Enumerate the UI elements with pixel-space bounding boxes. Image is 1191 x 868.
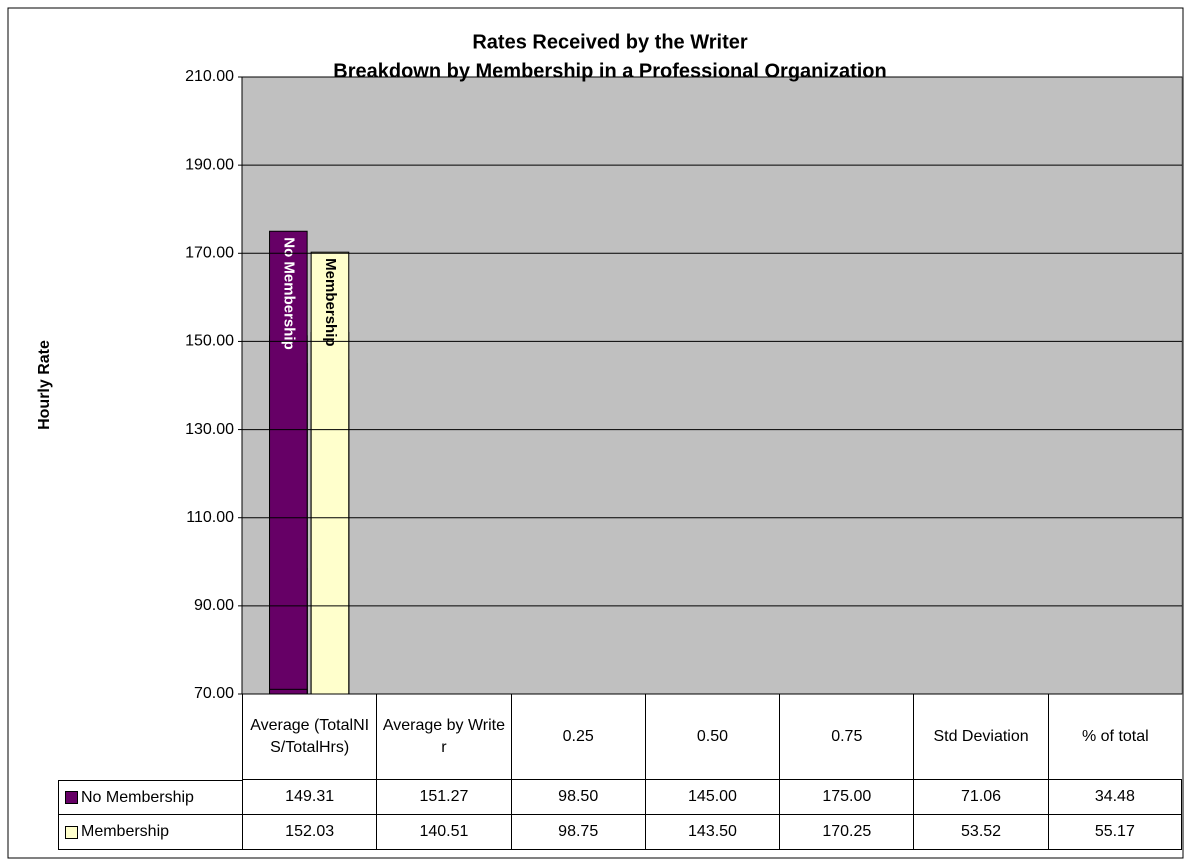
legend-cell: No Membership — [58, 780, 242, 815]
table-header: 0.50 — [644, 694, 780, 780]
y-tick-label: 170.00 — [185, 245, 234, 262]
y-tick-label: 90.00 — [194, 597, 234, 614]
bars: No MembershipNo MembershipNo MembershipN… — [269, 230, 350, 694]
y-tick-label: 210.00 — [185, 68, 234, 85]
table-cell: 145.00 — [644, 780, 780, 815]
table-header: Std Deviation — [913, 694, 1048, 780]
table-cell: 98.75 — [510, 815, 645, 850]
table-cell: 98.50 — [510, 780, 645, 815]
legend-label: Membership — [81, 823, 170, 840]
legend-key — [65, 825, 78, 839]
table-cell: 175.00 — [779, 780, 914, 815]
table-cell: 53.52 — [913, 815, 1048, 850]
legend-key — [65, 791, 78, 804]
table-header: Average (TotalNIS/TotalHrs) — [242, 694, 377, 780]
y-tick-label: 190.00 — [185, 156, 234, 173]
plot-area — [241, 76, 1183, 695]
table-cell: 151.27 — [376, 780, 511, 815]
bar-label: Membership — [322, 258, 339, 346]
table-cell: 34.48 — [1047, 780, 1182, 815]
table-cell: 71.06 — [913, 780, 1048, 815]
table-header: 0.75 — [779, 694, 914, 780]
chart-title: Rates Received by the Writer — [472, 31, 748, 53]
bar — [269, 230, 308, 694]
bar — [310, 251, 350, 694]
table-cell: 170.25 — [779, 815, 914, 850]
y-tick-label: 110.00 — [186, 509, 234, 526]
table-cell: 55.17 — [1047, 815, 1182, 850]
bar-label: No Membership — [280, 237, 297, 350]
y-tick-label: 150.00 — [185, 333, 234, 350]
y-tick-label: 70.00 — [194, 685, 234, 702]
bar — [269, 688, 308, 694]
table-cell: 143.50 — [644, 815, 780, 850]
table-header: % of total — [1047, 694, 1182, 780]
y-axis-title: Hourly Rate — [36, 340, 53, 430]
table-header: 0.25 — [510, 694, 645, 780]
table-cell: 152.03 — [242, 815, 377, 850]
table-cell: 149.31 — [242, 780, 377, 815]
table-header: Average by Writer — [376, 694, 511, 780]
legend-label: No Membership — [81, 788, 194, 806]
table-cell: 140.51 — [376, 815, 511, 850]
legend-cell: Membership — [58, 815, 242, 850]
chart-subtitle: Breakdown by Membership in a Professiona… — [333, 60, 886, 82]
y-tick-label: 130.00 — [185, 421, 234, 438]
